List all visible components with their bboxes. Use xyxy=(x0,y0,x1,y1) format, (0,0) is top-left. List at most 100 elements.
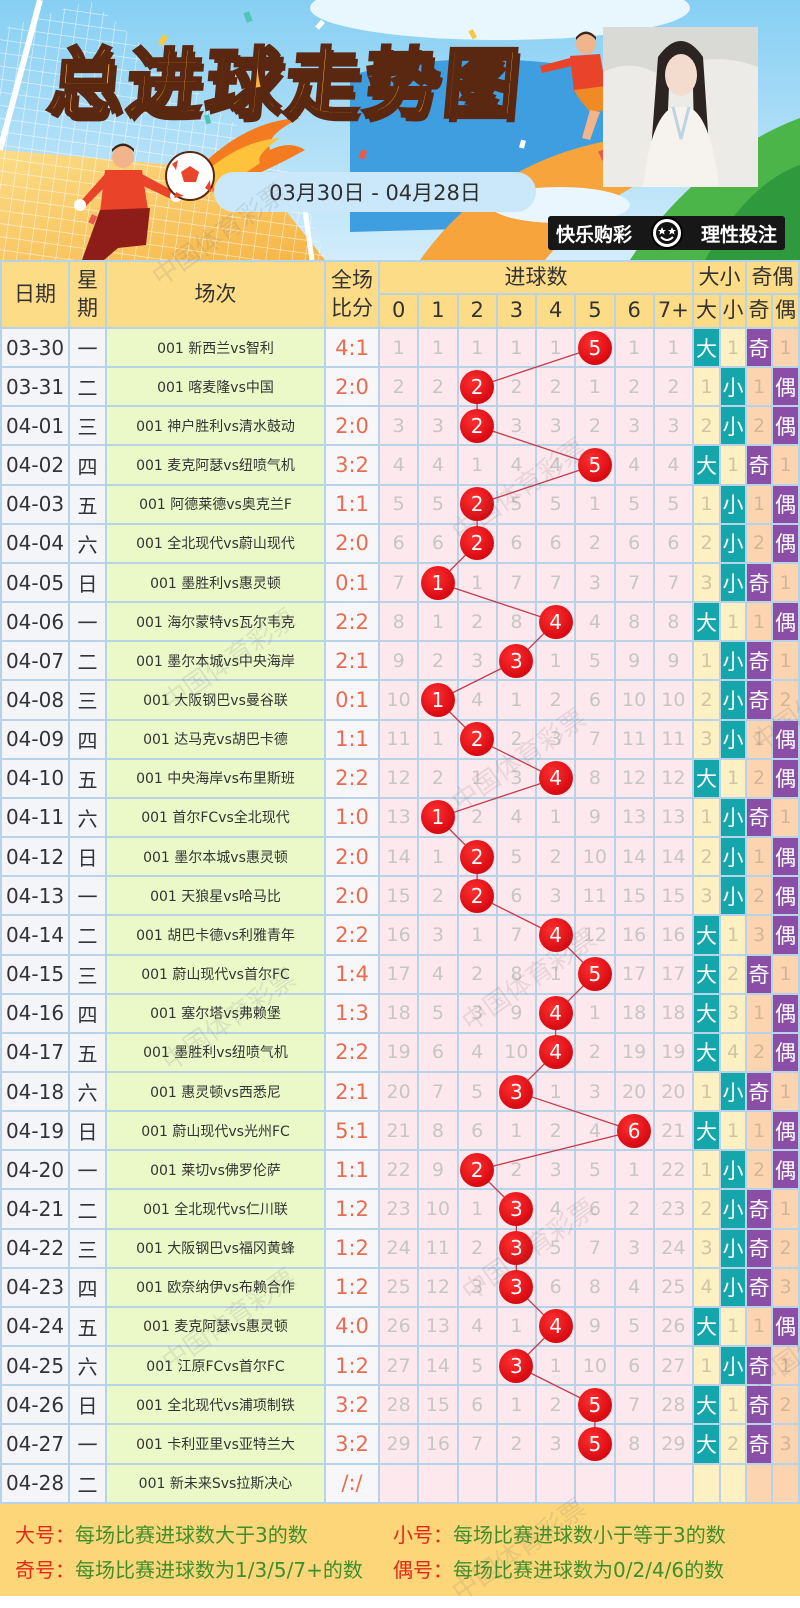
small-cell: 1 xyxy=(721,329,747,369)
goal-miss-cell: 2 xyxy=(654,368,694,408)
goal-miss-cell: 19 xyxy=(615,1033,655,1073)
hit-ball: 2 xyxy=(460,369,495,404)
goal-miss-cell: 1 xyxy=(458,1190,498,1230)
row-score: 2:0 xyxy=(326,524,380,564)
row-score: 2:1 xyxy=(326,1072,380,1113)
row-date: 04-19 xyxy=(0,1112,70,1152)
big-cell: 大 xyxy=(694,603,721,643)
goal-cell-hit: 3 xyxy=(497,1347,537,1387)
even-cell: 1 xyxy=(773,329,800,369)
row-weekday: 五 xyxy=(70,1033,107,1073)
even-cell: 偶 xyxy=(773,603,800,643)
goal-miss-cell: 14 xyxy=(654,838,694,878)
goal-cell-hit: 4 xyxy=(537,603,577,643)
goal-miss-cell: 18 xyxy=(380,994,420,1034)
goal-miss-cell: 6 xyxy=(654,524,694,564)
even-cell: 2 xyxy=(773,681,800,721)
odd-cell: 1 xyxy=(747,485,773,525)
row-date: 04-02 xyxy=(0,446,70,486)
odd-cell: 1 xyxy=(747,603,773,643)
goal-cell-hit: 2 xyxy=(458,877,498,917)
big-cell: 3 xyxy=(694,877,721,917)
goal-miss-cell: 7 xyxy=(654,563,694,604)
goal-miss-cell: 5 xyxy=(458,1347,498,1387)
row-score: 1:1 xyxy=(326,1151,380,1191)
goal-miss-cell: 8 xyxy=(654,603,694,643)
goal-miss-cell: 1 xyxy=(615,1151,655,1191)
goal-miss-cell: 1 xyxy=(537,329,577,369)
goal-miss-cell: 2 xyxy=(497,368,537,408)
big-cell: 大 xyxy=(694,1033,721,1073)
goal-miss-cell: 8 xyxy=(497,955,537,995)
row-weekday: 一 xyxy=(70,1425,107,1465)
big-cell: 大 xyxy=(694,916,721,956)
goal-cell-hit: 2 xyxy=(458,720,498,760)
small-cell: 小 xyxy=(721,485,747,525)
goal-miss-cell: 9 xyxy=(497,994,537,1034)
goal-miss-cell: 4 xyxy=(380,446,420,486)
goal-miss-cell: 5 xyxy=(615,485,655,525)
goal-miss-cell: 1 xyxy=(654,329,694,369)
goal-miss-cell: 1 xyxy=(537,955,577,995)
header-goal-7plus: 7+ xyxy=(654,295,694,329)
odd-cell: 奇 xyxy=(747,329,773,369)
goal-miss-cell: 2 xyxy=(458,798,498,839)
big-cell: 1 xyxy=(694,1072,721,1113)
goal-miss-cell: 1 xyxy=(458,759,498,799)
hit-ball: 6 xyxy=(617,1113,652,1148)
goal-cell-hit: 4 xyxy=(537,994,577,1034)
even-cell: 偶 xyxy=(773,407,800,447)
legend-text: 每场比赛进球数为0/2/4/6的数 xyxy=(453,1558,725,1582)
goal-miss-cell: 16 xyxy=(419,1425,459,1465)
header-odd: 奇 xyxy=(747,295,773,329)
goal-miss-cell: 2 xyxy=(419,368,459,408)
goal-cell-hit: 4 xyxy=(537,1033,577,1073)
small-cell: 小 xyxy=(721,1347,747,1387)
even-cell xyxy=(773,1464,800,1504)
row-score: 2:2 xyxy=(326,916,380,956)
hit-ball: 3 xyxy=(499,1348,534,1383)
goal-cell-hit: 5 xyxy=(576,446,616,486)
row-score: 0:1 xyxy=(326,563,380,604)
row-match: 001 中央海岸vs布里斯班 xyxy=(107,759,326,799)
row-weekday: 六 xyxy=(70,798,107,839)
goal-miss-cell: 19 xyxy=(654,1033,694,1073)
goal-miss-cell: 1 xyxy=(576,994,616,1034)
row-match: 001 喀麦隆vs中国 xyxy=(107,368,326,408)
row-score: 4:1 xyxy=(326,329,380,369)
big-cell: 大 xyxy=(694,1112,721,1152)
goal-miss-cell: 29 xyxy=(380,1425,420,1465)
goal-miss-cell: 7 xyxy=(458,1425,498,1465)
legend-small: 小号：每场比赛进球数小于等于3的数 xyxy=(393,1519,726,1548)
goal-miss-cell: 4 xyxy=(654,446,694,486)
small-cell: 1 xyxy=(721,1307,747,1348)
goal-miss-cell: 24 xyxy=(380,1229,420,1269)
goal-miss-cell: 8 xyxy=(497,603,537,643)
odd-cell: 1 xyxy=(747,994,773,1034)
row-date: 04-09 xyxy=(0,720,70,760)
even-cell: 偶 xyxy=(773,838,800,878)
goal-miss-cell: 5 xyxy=(537,485,577,525)
host-photo xyxy=(603,27,758,187)
date-range: 03月30日 - 04月28日 xyxy=(214,172,536,212)
goal-miss-cell: 27 xyxy=(654,1347,694,1387)
goal-miss-cell: 5 xyxy=(576,1151,616,1191)
header-goal-5: 5 xyxy=(576,295,616,329)
legend-odd: 奇号：每场比赛进球数为1/3/5/7+的数 xyxy=(15,1554,363,1583)
row-weekday: 六 xyxy=(70,1347,107,1387)
row-score: 2:2 xyxy=(326,1033,380,1073)
hit-ball: 5 xyxy=(577,1387,612,1422)
odd-cell: 奇 xyxy=(747,1386,773,1426)
hit-ball: 1 xyxy=(420,565,455,600)
goal-miss-cell: 1 xyxy=(458,329,498,369)
header-even: 偶 xyxy=(773,295,800,329)
small-cell: 小 xyxy=(721,1072,747,1113)
goal-miss-cell: 7 xyxy=(576,720,616,760)
goal-miss-cell: 2 xyxy=(537,1112,577,1152)
row-match: 001 麦克阿瑟vs惠灵顿 xyxy=(107,1307,326,1348)
goal-miss-cell: 2 xyxy=(497,1151,537,1191)
big-cell: 大 xyxy=(694,955,721,995)
goal-miss-cell: 23 xyxy=(380,1190,420,1230)
striker-figure xyxy=(540,31,612,140)
row-date: 04-24 xyxy=(0,1307,70,1348)
